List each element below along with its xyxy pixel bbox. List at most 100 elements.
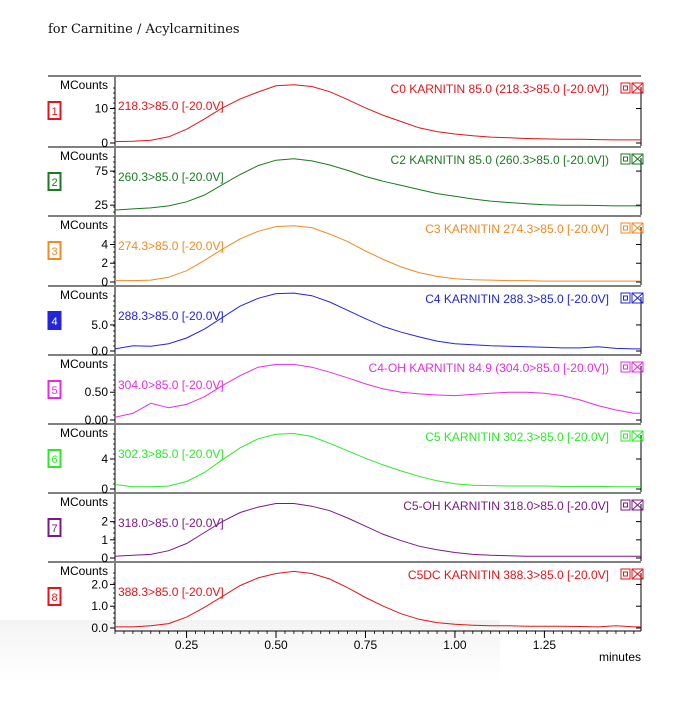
trace-line — [114, 432, 641, 488]
trace-index-label: 1 — [51, 106, 57, 118]
close-icon-cross — [631, 153, 644, 165]
x-tick-label: 0.25 — [175, 638, 199, 652]
panel-3: 0 2 4 MCounts 3 C3 KARNITIN 274.3>85.0 [-20.0… — [47, 215, 644, 289]
y-unit-label: MCounts — [60, 564, 108, 578]
trace-line — [114, 503, 641, 557]
x-tick-label: 1.00 — [443, 638, 467, 652]
y-tick-label: 2 — [101, 515, 108, 529]
trace-name: C5-OH KARNITIN 318.0>85.0 [-20.0V] — [403, 499, 609, 513]
y-tick-label: 0 — [101, 482, 108, 496]
close-icon-cross — [631, 82, 644, 94]
trace-transition-label: 388.3>85.0 [-20.0V] — [118, 585, 224, 599]
y-unit-label: MCounts — [60, 149, 108, 163]
y-unit-label: MCounts — [60, 288, 108, 302]
overlay-icon-inner — [623, 225, 628, 231]
close-icon-cross — [631, 568, 644, 580]
overlay-icon-inner — [623, 364, 628, 370]
trace-line — [114, 363, 641, 418]
overlay-icon-inner — [623, 85, 628, 91]
y-unit-label: MCounts — [60, 218, 108, 232]
overlay-icon — [620, 361, 631, 373]
overlay-icon-inner — [623, 571, 628, 577]
trace-line — [114, 158, 641, 211]
overlay-icon-inner — [623, 433, 628, 439]
trace-index-box — [47, 587, 62, 606]
close-icon-cross — [631, 222, 644, 234]
trace-transition-label: 304.0>85.0 [-20.0V] — [118, 378, 224, 392]
y-tick-label: 75 — [95, 164, 109, 178]
trace-index-label: 2 — [51, 177, 57, 189]
y-unit-label: MCounts — [60, 357, 108, 371]
overlay-icon-inner — [623, 502, 628, 508]
overlay-icon — [620, 499, 631, 511]
trace-index-label: 6 — [51, 454, 57, 466]
y-unit-label: MCounts — [60, 426, 108, 440]
trace-transition-label: 260.3>85.0 [-20.0V] — [118, 170, 224, 184]
panel-6: 0 4 MCounts 6 C5 KARNITIN 302.3>85.0 [-20.0V… — [47, 423, 644, 496]
trace-transition-label: 288.3>85.0 [-20.0V] — [118, 309, 224, 323]
y-tick-label: 2 — [101, 256, 108, 270]
trace-index-box — [47, 449, 62, 468]
trace-index-label: 3 — [51, 246, 57, 258]
trace-transition-label: 302.3>85.0 [-20.0V] — [118, 447, 224, 461]
y-tick-label: 10 — [95, 102, 109, 116]
close-icon — [631, 153, 644, 165]
close-icon — [631, 82, 644, 94]
page-title: for Carnitine / Acylcarnitines — [48, 22, 240, 37]
overlay-icon-inner — [623, 295, 628, 301]
y-tick-label: 0.0 — [91, 621, 108, 635]
close-icon-cross — [631, 499, 644, 511]
trace-index-label: 4 — [51, 316, 57, 328]
trace-transition-label: 218.3>85.0 [-20.0V] — [118, 99, 224, 113]
trace-line — [115, 570, 641, 628]
panel-4: 0.0 5.0 MCounts 4 C4 KARNITIN 288.3>85.0 [-2… — [47, 285, 644, 358]
trace-name: C0 KARNITIN 85.0 (218.3>85.0 [-20.0V]) — [391, 82, 609, 96]
y-tick-label: 0 — [101, 136, 108, 150]
trace-index-box — [47, 172, 62, 191]
close-icon — [631, 292, 644, 304]
y-tick-label: 0 — [101, 275, 108, 289]
overlay-icon — [620, 430, 631, 442]
y-tick-label: 25 — [95, 198, 109, 212]
trace-name: C3 KARNITIN 274.3>85.0 [-20.0V] — [425, 222, 609, 236]
close-icon — [631, 430, 644, 442]
trace-index-label: 7 — [51, 523, 57, 535]
overlay-icon-inner — [623, 156, 628, 162]
y-unit-label: MCounts — [60, 78, 108, 92]
y-unit-label: MCounts — [60, 495, 108, 509]
y-tick-label: 2.0 — [91, 577, 108, 591]
trace-transition-label: 274.3>85.0 [-20.0V] — [118, 239, 224, 253]
y-tick-label: 4 — [101, 452, 108, 466]
y-tick-label: 0.50 — [85, 385, 109, 399]
trace-index-box — [47, 101, 62, 120]
trace-index-box — [47, 311, 62, 330]
overlay-icon — [620, 568, 631, 580]
close-icon-cross — [631, 292, 644, 304]
y-tick-label: 1.0 — [91, 599, 108, 613]
close-icon — [631, 222, 644, 234]
panel-5: 0.00 0.50 MCounts 5 C4-OH KARNITIN 84.9 (304… — [47, 354, 644, 427]
trace-name: C4-OH KARNITIN 84.9 (304.0>85.0 [-20.0V]… — [369, 361, 609, 375]
trace-index-box — [47, 518, 62, 537]
y-tick-label: 4 — [101, 237, 108, 251]
y-tick-label: 5.0 — [91, 318, 108, 332]
y-tick-label: 0 — [101, 551, 108, 565]
background-shadow — [0, 620, 500, 682]
trace-index-box — [47, 241, 62, 260]
panel-1: 0 10 MCounts 1 C0 KARNITIN 85.0 (218.3>85.0 … — [47, 75, 644, 150]
y-tick-label: 0.0 — [91, 344, 108, 358]
overlay-icon — [620, 222, 631, 234]
overlay-icon — [620, 153, 631, 165]
trace-index-box — [47, 380, 62, 399]
x-axis-label: minutes — [599, 650, 641, 664]
trace-name: C5DC KARNITIN 388.3>85.0 [-20.0V] — [408, 568, 609, 582]
trace-line — [114, 292, 641, 350]
trace-line — [115, 225, 641, 282]
x-tick-label: 0.50 — [264, 638, 288, 652]
close-icon — [631, 499, 644, 511]
overlay-icon — [620, 292, 631, 304]
trace-transition-label: 318.0>85.0 [-20.0V] — [118, 516, 224, 530]
